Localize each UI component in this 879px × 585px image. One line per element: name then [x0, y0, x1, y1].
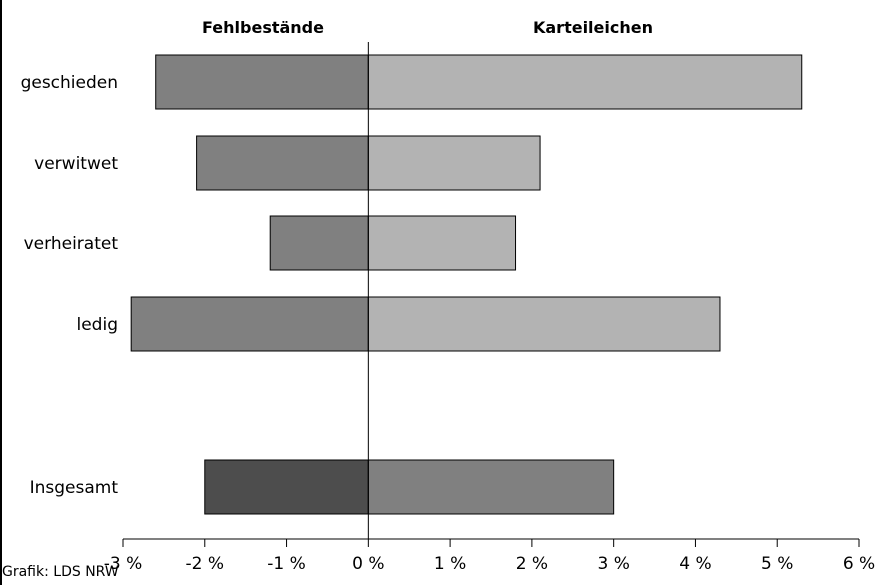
bar-fehlbestaende-verwitwet [196, 135, 369, 191]
x-tick-label: 2 % [516, 554, 548, 574]
x-tick-label: 6 % [843, 554, 875, 574]
bar-karteileichen-ledig [367, 296, 721, 352]
x-tick-label: 4 % [679, 554, 711, 574]
x-tick-label: -1 % [267, 554, 306, 574]
x-tick-label: -3 % [104, 554, 143, 574]
x-tick-label: -2 % [186, 554, 225, 574]
bar-fehlbestaende-ledig [130, 296, 369, 352]
header-fehlbestaende: Fehlbestände [202, 18, 324, 37]
x-tick-label: 1 % [434, 554, 466, 574]
x-tick-label: 5 % [761, 554, 793, 574]
bar-karteileichen-verheiratet [367, 215, 517, 271]
source-caption: Grafik: LDS NRW [2, 564, 119, 580]
header-karteileichen: Karteileichen [533, 18, 653, 37]
category-label-insgesamt: Insgesamt [30, 478, 119, 498]
frame-left-border [0, 0, 2, 585]
bar-fehlbestaende-verheiratet [269, 215, 369, 271]
category-label-ledig: ledig [77, 315, 119, 335]
x-tick-label: 3 % [597, 554, 629, 574]
bar-fehlbestaende-geschieden [155, 54, 369, 110]
x-axis-ticks: -3 % -2 % -1 % 0 % 1 % 2 % 3 % 4 % 5 % 6 % [104, 539, 875, 574]
category-label-verwitwet: verwitwet [34, 154, 118, 174]
bar-karteileichen-insgesamt [367, 459, 615, 515]
category-label-geschieden: geschieden [21, 73, 118, 93]
x-tick-label: 0 % [352, 554, 384, 574]
category-label-verheiratet: verheiratet [24, 234, 119, 254]
bars-group [130, 54, 803, 515]
category-labels: geschieden verwitwet verheiratet ledig Insge… [21, 73, 119, 498]
bar-karteileichen-geschieden [367, 54, 803, 110]
bar-karteileichen-verwitwet [367, 135, 541, 191]
bar-fehlbestaende-insgesamt [204, 459, 369, 515]
